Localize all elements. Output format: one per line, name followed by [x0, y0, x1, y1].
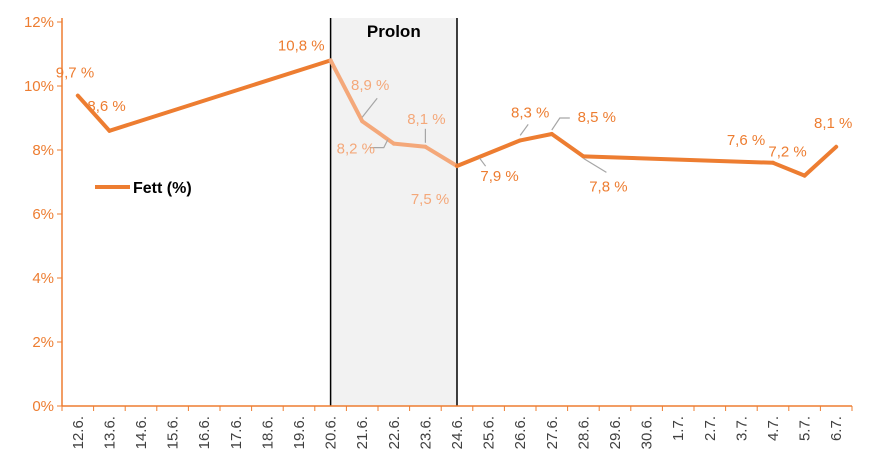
- y-tick-label: 12%: [24, 14, 54, 31]
- data-label: 7,2 %: [768, 144, 806, 161]
- data-label-leader: [369, 139, 389, 149]
- data-label: 8,3 %: [511, 104, 549, 121]
- data-label: 9,7 %: [56, 65, 94, 82]
- x-tick-label: 23.6.: [417, 416, 434, 449]
- x-tick-label: 3.7.: [733, 416, 750, 441]
- prolon-band: [330, 18, 457, 406]
- data-label: 8,1 %: [407, 111, 445, 128]
- series-segment: [360, 119, 396, 146]
- data-label: 7,8 %: [589, 178, 627, 195]
- data-label: 7,6 %: [727, 132, 765, 149]
- series-segment: [75, 93, 112, 133]
- x-tick-label: 29.6.: [607, 416, 624, 449]
- data-label-leader: [551, 117, 570, 131]
- y-tick-label: 6%: [32, 206, 54, 223]
- series-layer: [75, 58, 839, 178]
- x-tick-label: 5.7.: [797, 416, 814, 441]
- x-tick-label: 2.7.: [702, 416, 719, 441]
- x-tick-label: 13.6.: [101, 416, 118, 449]
- legend: Fett (%): [95, 180, 192, 197]
- x-tick-label: 20.6.: [323, 416, 340, 449]
- x-tick-label: 14.6.: [133, 416, 150, 449]
- data-label: 8,6 %: [87, 98, 125, 115]
- x-tick-label: 22.6.: [386, 416, 403, 449]
- series-segment: [549, 132, 586, 159]
- axes: 0% 2% 4% 6% 8% 10% 12% 12.6. 13.6. 14.6. 15.6. 16.6…: [24, 14, 853, 449]
- data-label-leader: [479, 157, 487, 167]
- series-segment: [518, 132, 554, 143]
- data-label: 8,5 %: [578, 109, 616, 126]
- x-tick-label: 18.6.: [259, 416, 276, 449]
- series-segment: [391, 141, 428, 149]
- x-tick-label: 1.7.: [670, 416, 687, 441]
- y-tick-label: 8%: [32, 142, 54, 159]
- legend-label: Fett (%): [133, 180, 192, 197]
- series-segment: [581, 154, 775, 165]
- data-label: 8,9 %: [351, 77, 389, 94]
- data-label: 7,5 %: [411, 191, 449, 208]
- series-segment: [771, 160, 807, 178]
- x-tick-label: 28.6.: [575, 416, 592, 449]
- y-tick-label: 2%: [32, 334, 54, 351]
- x-tick-label: 25.6.: [481, 416, 498, 449]
- x-tick-label: 4.7.: [765, 416, 782, 441]
- x-tick-label: 24.6.: [449, 416, 466, 449]
- x-tick-label: 16.6.: [196, 416, 213, 449]
- prolon-band-label: Prolon: [367, 22, 421, 41]
- series-segment: [423, 144, 459, 168]
- data-label-leader: [583, 157, 607, 173]
- series-segment: [802, 144, 839, 178]
- y-tick-label: 4%: [32, 270, 54, 287]
- data-labels: 9,7 % 8,6 % 10,8 % 8,9 % 8,2 % 8,1 % 7,5 % 8,3 …: [56, 37, 853, 208]
- series-segment: [328, 58, 365, 124]
- x-tick-label: 15.6.: [165, 416, 182, 449]
- x-tick-label: 12.6.: [70, 416, 87, 449]
- data-label: 10,8 %: [278, 37, 325, 54]
- x-tick-label: 27.6.: [544, 416, 561, 449]
- x-tick-label: 30.6.: [639, 416, 656, 449]
- data-label: 7,9 %: [480, 168, 518, 185]
- y-tick-label: 10%: [24, 78, 54, 95]
- y-tick-label: 0%: [32, 398, 54, 415]
- x-tick-label: 21.6.: [354, 416, 371, 449]
- x-tick-label: 6.7.: [828, 416, 845, 441]
- data-label-leader: [519, 124, 529, 136]
- series-segment: [107, 58, 333, 133]
- x-tick-label: 17.6.: [228, 416, 245, 449]
- x-tick-label: 26.6.: [512, 416, 529, 449]
- data-label-leader: [361, 97, 378, 118]
- x-tick-label: 19.6.: [291, 416, 308, 449]
- data-label: 8,1 %: [814, 115, 852, 132]
- series-segment: [455, 138, 523, 168]
- data-label: 8,2 %: [337, 141, 375, 158]
